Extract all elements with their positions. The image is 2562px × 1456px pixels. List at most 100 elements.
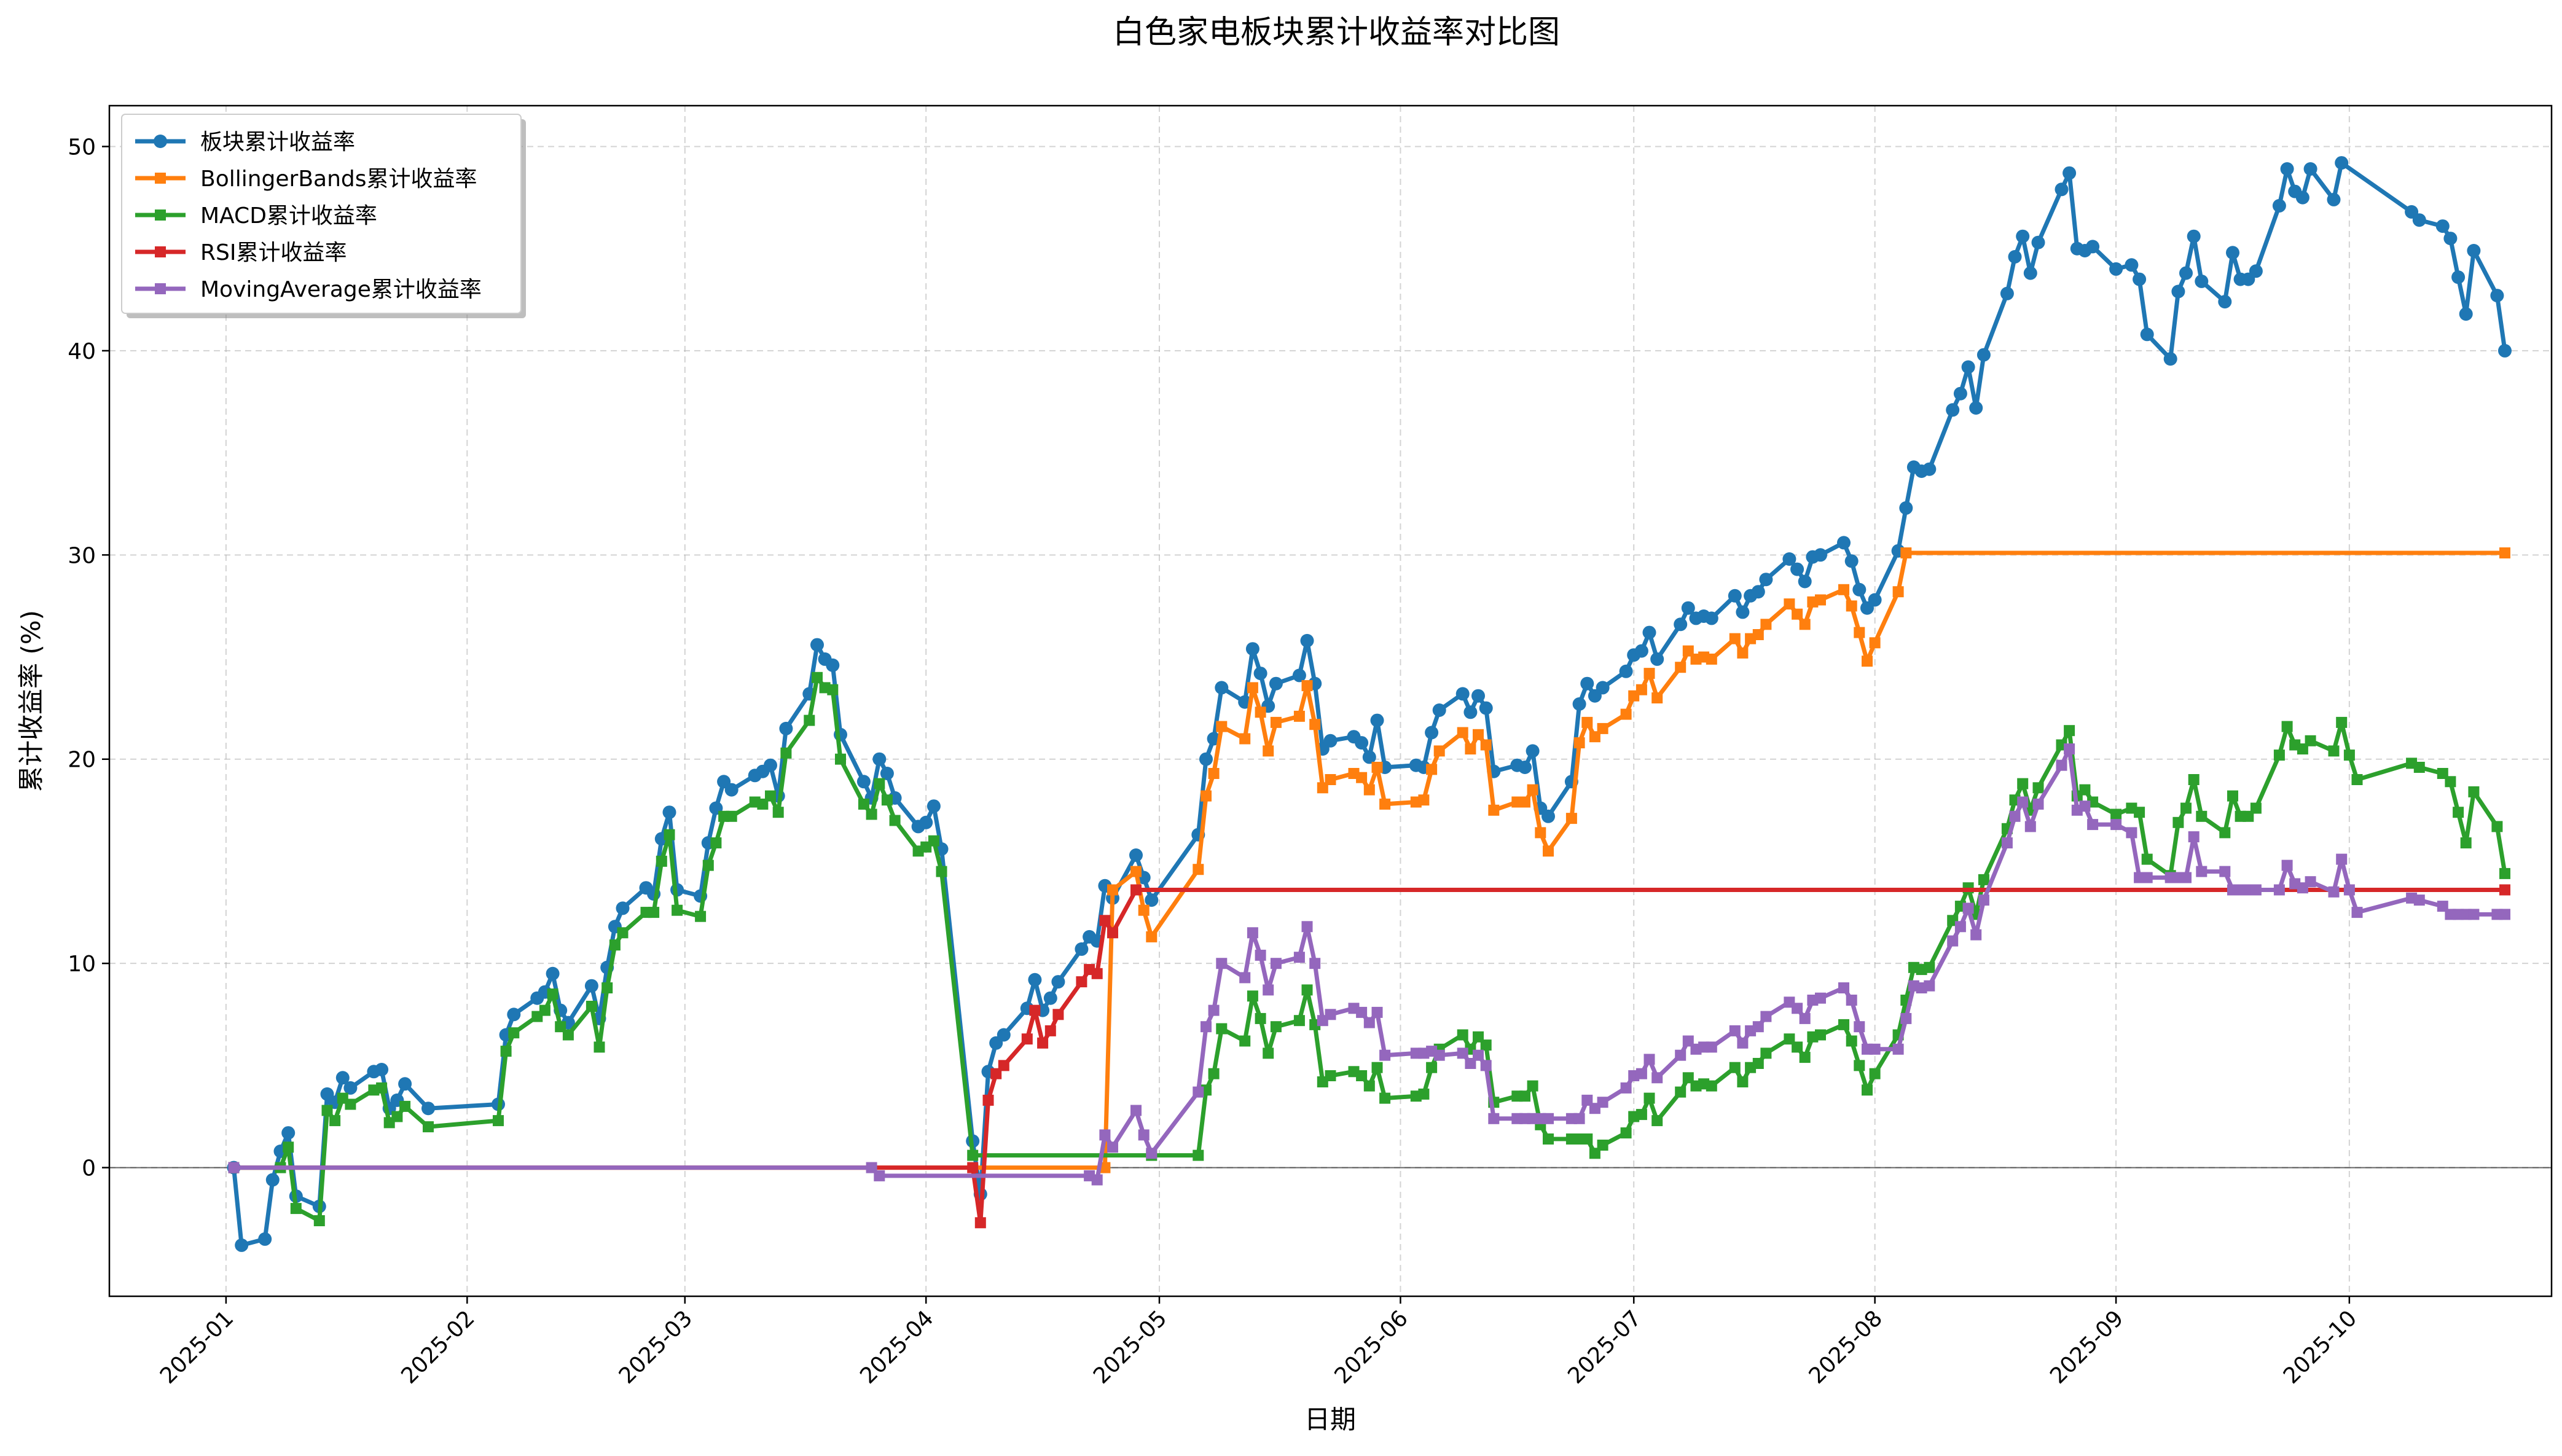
series-3-point: [2499, 867, 2510, 879]
series-3-point: [1620, 1127, 1632, 1139]
series-3-point: [1247, 990, 1258, 1002]
series-3-point: [2227, 790, 2238, 802]
series-3-point: [1216, 1023, 1228, 1035]
series-5-point: [1954, 921, 1966, 933]
series-3-point: [493, 1115, 504, 1127]
series-5-point: [228, 1162, 240, 1173]
series-5-point: [2219, 866, 2231, 877]
series-3-point: [2134, 807, 2145, 818]
series-3-point: [827, 684, 839, 695]
y-tick-label: 50: [68, 135, 96, 160]
series-1-point: [1215, 681, 1229, 695]
series-3-point: [1263, 1047, 1274, 1059]
y-tick-label: 30: [68, 543, 96, 568]
series-5-point: [1146, 1148, 1158, 1159]
series-1-point: [2109, 262, 2123, 276]
series-5-point: [2141, 872, 2153, 883]
series-3-point: [2343, 750, 2355, 761]
series-3-point: [345, 1098, 356, 1110]
series-4-point: [967, 1162, 979, 1173]
series-1-point: [1362, 750, 1376, 764]
series-1-point: [258, 1232, 272, 1246]
series-5-group: [228, 743, 2510, 1186]
series-3-point: [664, 829, 675, 840]
series-2-point: [1846, 600, 1857, 612]
series-5-point: [2343, 884, 2355, 896]
series-1-point: [2031, 235, 2045, 249]
series-3-point: [2351, 774, 2363, 785]
series-3-point: [2250, 802, 2262, 814]
series-1-point: [1572, 697, 1586, 711]
series-1-point: [1323, 734, 1338, 748]
series-1-point: [1518, 761, 1532, 774]
series-3-point: [1643, 1092, 1655, 1104]
series-5-point: [1900, 1012, 1912, 1024]
series-5-point: [1216, 958, 1228, 969]
series-3-point: [1924, 961, 1935, 973]
series-3-point: [1480, 1039, 1492, 1051]
series-1-point: [1245, 642, 1259, 656]
series-3-point: [391, 1111, 403, 1122]
series-1-point: [2249, 264, 2263, 278]
series-5-point: [1924, 980, 1935, 992]
series-1-point: [2490, 289, 2504, 303]
series-1-point: [2443, 232, 2458, 246]
series-2-point: [1107, 884, 1118, 896]
series-5-point: [2196, 866, 2207, 877]
series-1-point: [1129, 848, 1143, 862]
series-5-point: [1309, 958, 1321, 969]
legend-box: [121, 114, 522, 314]
series-5-point: [1947, 935, 1959, 947]
series-5-point: [1760, 1011, 1772, 1022]
series-4-point: [998, 1060, 1009, 1071]
series-5-point: [1620, 1082, 1632, 1094]
series-4-point: [1076, 976, 1087, 988]
series-5-point: [2413, 894, 2425, 906]
series-2-point: [1293, 710, 1305, 722]
series-5-point: [2009, 810, 2021, 822]
series-3-point: [804, 714, 815, 726]
series-5-point: [1488, 1113, 1500, 1124]
series-2-point: [1892, 586, 1904, 598]
series-3-point: [1815, 1029, 1826, 1041]
series-5-point: [1356, 1006, 1368, 1018]
series-1-point: [1634, 644, 1648, 658]
series-1-point: [1580, 676, 1594, 691]
series-1-point: [1619, 664, 1633, 678]
series-1-point: [1292, 668, 1306, 683]
series-3-point: [1363, 1080, 1375, 1092]
series-3-point: [593, 1041, 605, 1053]
series-1-point: [1043, 991, 1057, 1005]
series-3-point: [601, 982, 613, 993]
series-2-point: [1146, 931, 1158, 942]
series-5-point: [1130, 1105, 1142, 1116]
series-3-point: [2188, 774, 2200, 785]
series-3-point: [562, 1029, 574, 1041]
series-3-point: [2064, 725, 2075, 737]
series-2-point: [1862, 656, 1873, 667]
series-3-point: [2281, 721, 2293, 732]
series-3-point: [539, 1004, 550, 1016]
series-1-point: [1432, 703, 1446, 717]
series-2-point: [1760, 619, 1772, 630]
series-1-point: [398, 1077, 412, 1091]
series-1-point: [872, 752, 887, 766]
series-1-point: [1844, 554, 1859, 568]
series-3-point: [1371, 1062, 1383, 1073]
series-5-point: [1091, 1174, 1103, 1186]
series-3-point: [726, 810, 737, 822]
series-5-point: [1962, 902, 1974, 914]
series-1-point: [2498, 343, 2512, 358]
series-5-point: [2468, 909, 2480, 920]
series-3-point: [313, 1215, 325, 1226]
series-5-point: [1379, 1049, 1391, 1061]
series-3-point: [1457, 1029, 1468, 1041]
legend-swatch-marker: [155, 246, 166, 257]
series-3-point: [1869, 1068, 1881, 1079]
series-5-point: [2328, 886, 2340, 898]
series-4-point: [1037, 1037, 1049, 1049]
series-5-point: [2351, 907, 2363, 918]
series-5-point: [1247, 927, 1258, 939]
series-5-point: [2032, 798, 2044, 810]
